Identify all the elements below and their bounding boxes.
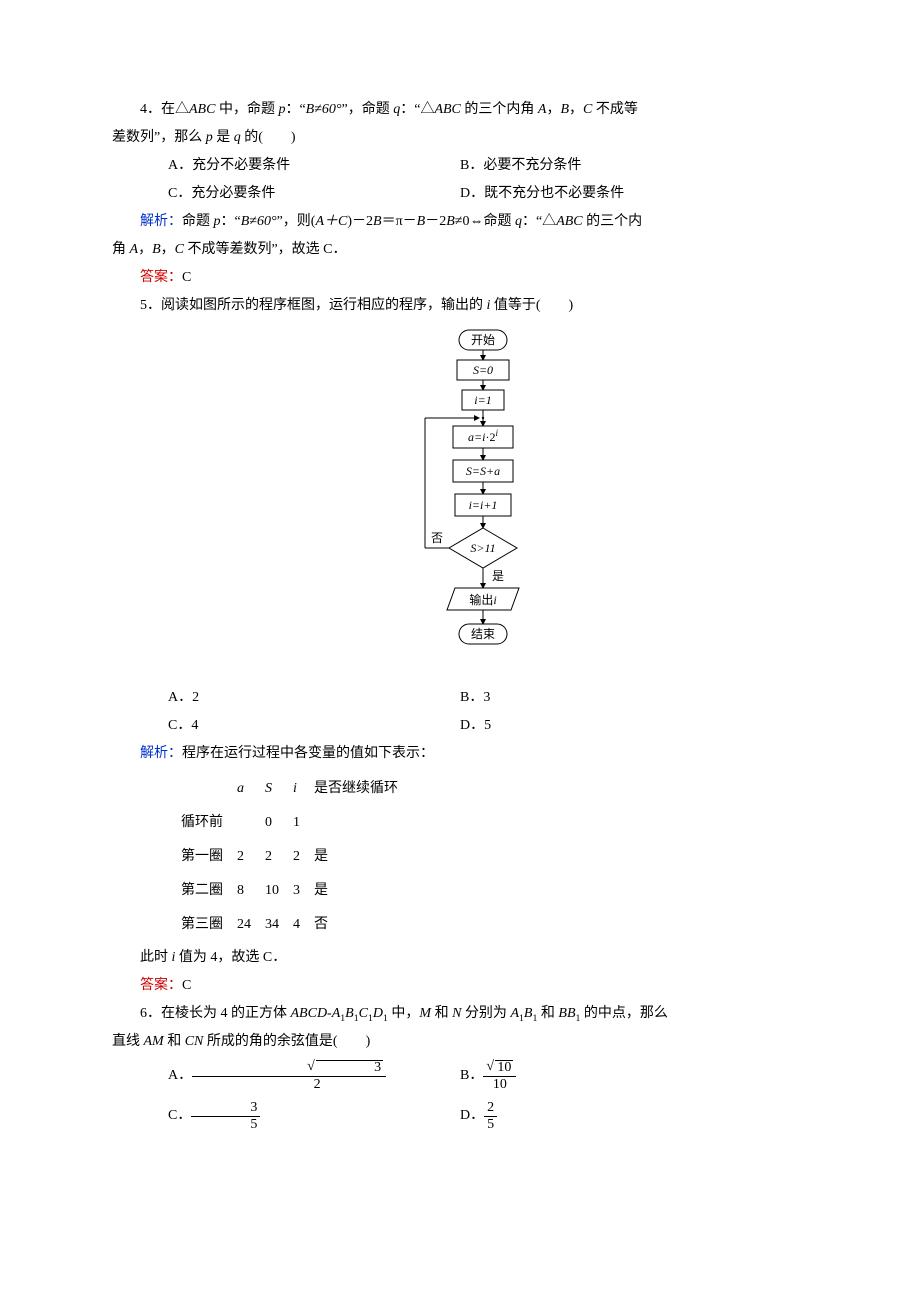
fraction: 32 [192,1060,386,1092]
flow-iinc: i=i+1 [469,498,498,512]
q5-answer: 答案：C [112,972,808,1000]
flow-cond: S>11 [470,541,495,555]
q5-options-row1: A．2 B．3 [112,684,808,712]
flow-i1: i=1 [474,393,491,407]
q4-number: 4． [140,102,161,117]
q5-trace-table: a S i 是否继续循环 循环前 0 1 第一圈 2 2 2 是 第二圈 8 1… [168,770,411,944]
answer-label: 答案： [140,978,182,993]
flow-start: 开始 [471,333,495,347]
q5-options-row2: C．4 D．5 [112,712,808,740]
flow-sadd: S=S+a [466,464,500,478]
fraction: 25 [484,1100,497,1132]
trace-row: 第二圈 8 10 3 是 [180,876,399,906]
trace-row: 第三圈 24 34 4 否 [180,910,399,940]
explanation-label: 解析： [140,746,182,761]
q4-stem-line2: 差数列”，那么 p 是 q 的( ) [112,124,808,152]
flow-no-label: 否 [431,531,443,545]
q5-flowchart: 开始 S=0 i=1 a=i·2i S=S+a i=i+1 S>11 否 是 [112,326,808,674]
trace-row: 循环前 0 1 [180,808,399,838]
q5-stem: 5．阅读如图所示的程序框图，运行相应的程序，输出的 i 值等于( ) [112,292,808,320]
answer-label: 答案： [140,270,182,285]
q4-explanation-line2: 角 A，B，C 不成等差数列”，故选 C． [112,236,808,264]
trace-row: 第一圈 2 2 2 是 [180,842,399,872]
trace-header-row: a S i 是否继续循环 [180,774,399,804]
q6-options-row2: C．35 D．25 [112,1100,808,1132]
flow-calc-a: a=i·2i [468,428,498,444]
q4-stem-line1: 4．在△ABC 中，命题 p：“B≠60°”，命题 q：“△ABC 的三个内角 … [112,96,808,124]
q5-conclusion: 此时 i 值为 4，故选 C． [112,944,808,972]
q4-options-row2: C．充分必要条件 D．既不充分也不必要条件 [112,180,808,208]
q6-option-a: A．32 [112,1060,460,1092]
flowchart-svg: 开始 S=0 i=1 a=i·2i S=S+a i=i+1 S>11 否 是 [365,326,555,674]
flow-yes-label: 是 [492,569,504,583]
q5-option-a: A．2 [112,684,460,712]
q6-stem-line1: 6．在棱长为 4 的正方体 ABCD-A1B1C1D1 中，M 和 N 分别为 … [112,1000,808,1028]
q5-option-c: C．4 [112,712,460,740]
explanation-label: 解析： [140,214,182,229]
flow-s0: S=0 [473,363,493,377]
q4-answer: 答案：C [112,264,808,292]
q5-number: 5． [140,298,161,313]
q4-options-row1: A．充分不必要条件 B．必要不充分条件 [112,152,808,180]
q5-option-d: D．5 [460,712,808,740]
q4-option-a: A．充分不必要条件 [112,152,460,180]
q5-option-b: B．3 [460,684,808,712]
q6-stem-line2: 直线 AM 和 CN 所成的角的余弦值是( ) [112,1028,808,1056]
q5-explanation: 解析：程序在运行过程中各变量的值如下表示： [112,740,808,768]
fraction: 35 [191,1100,260,1132]
q6-number: 6． [140,1006,161,1021]
q4-option-c: C．充分必要条件 [112,180,460,208]
q6-option-d: D．25 [460,1100,808,1132]
q6-option-c: C．35 [112,1100,460,1132]
q6-option-b: B．1010 [460,1060,808,1092]
flow-output: 输出i [469,592,496,607]
q6-options-row1: A．32 B．1010 [112,1060,808,1092]
fraction: 1010 [483,1060,516,1092]
flow-end: 结束 [471,627,495,641]
q4-explanation: 解析：命题 p：“B≠60°”，则(A＋C)－2B＝π－B－2B≠0⇔命题 q：… [112,208,808,236]
q4-option-d: D．既不充分也不必要条件 [460,180,808,208]
q4-option-b: B．必要不充分条件 [460,152,808,180]
